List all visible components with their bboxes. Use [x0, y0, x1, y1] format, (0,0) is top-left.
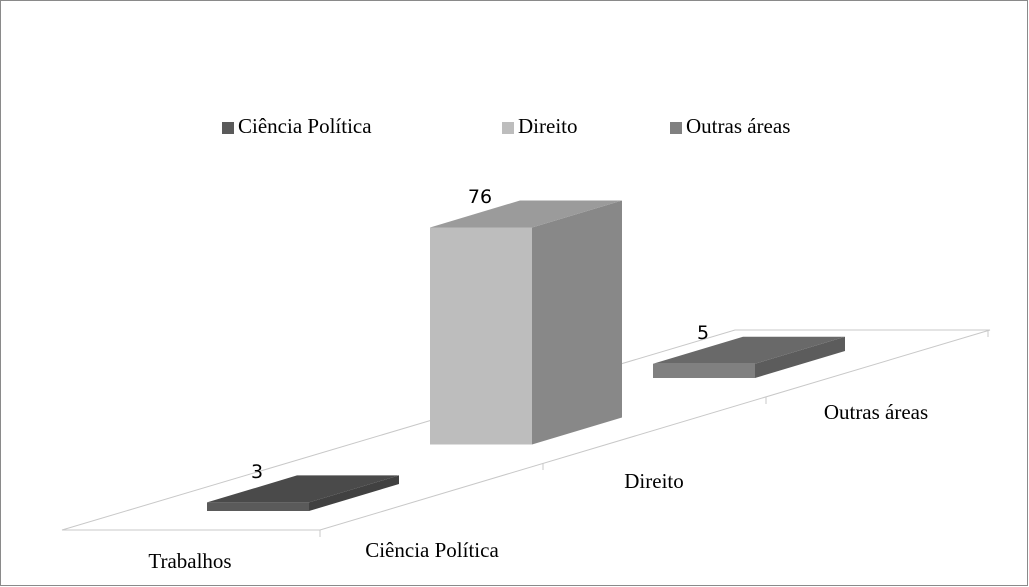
bar-front — [207, 502, 309, 511]
x-tick-label: Trabalhos — [148, 549, 231, 573]
bar-top — [430, 200, 622, 228]
data-label: 5 — [697, 322, 709, 344]
legend-swatch — [222, 122, 234, 134]
bar-side — [309, 475, 399, 511]
legend-label: Ciência Política — [238, 114, 372, 138]
depth-label: Outras áreas — [824, 400, 928, 424]
depth-label: Ciência Política — [365, 538, 499, 562]
data-label: 3 — [251, 461, 263, 483]
bar-side — [532, 200, 622, 445]
bar-front — [653, 363, 755, 378]
legend-swatch — [502, 122, 514, 134]
bar-front — [430, 227, 532, 445]
bar-top — [207, 475, 399, 503]
legend-label: Direito — [518, 114, 577, 138]
legend-swatch — [670, 122, 682, 134]
bar-top — [653, 336, 845, 364]
legend-label: Outras áreas — [686, 114, 790, 138]
depth-label: Direito — [624, 469, 683, 493]
bar-side — [755, 336, 845, 378]
data-label: 76 — [468, 186, 492, 208]
